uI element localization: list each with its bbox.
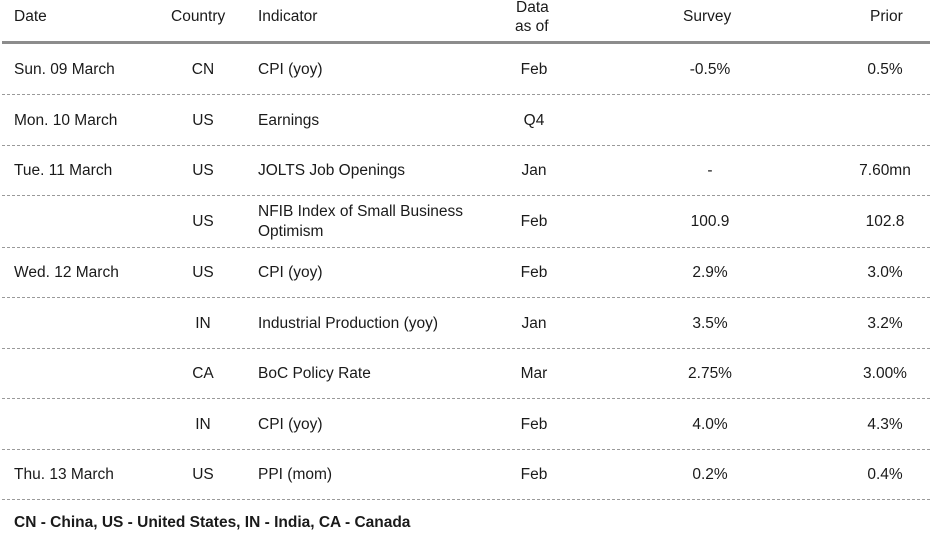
header-asof-line1: Data <box>516 0 549 16</box>
row-asof: Jan <box>521 162 547 179</box>
row-separator <box>2 297 930 298</box>
row-indicator: NFIB Index of Small Business Optimism <box>258 203 464 240</box>
table-row: IN Industrial Production (yoy) Jan 3.5% 3.2% <box>0 298 932 349</box>
row-indicator: PPI (mom) <box>258 466 333 483</box>
row-survey: - <box>707 162 713 179</box>
row-separator <box>2 94 930 95</box>
table-row: Sun. 09 March CN CPI (yoy) Feb -0.5% 0.5% <box>0 44 932 95</box>
row-date: Thu. 13 March <box>14 466 114 483</box>
row-prior: 3.00% <box>863 365 907 382</box>
header-indicator: Indicator <box>258 8 318 25</box>
row-date: Sun. 09 March <box>14 61 115 78</box>
row-separator <box>2 247 930 248</box>
table-row: Mon. 10 March US Earnings Q4 <box>0 95 932 146</box>
row-indicator: CPI (yoy) <box>258 61 323 78</box>
row-indicator: CPI (yoy) <box>258 264 323 281</box>
row-separator <box>2 348 930 349</box>
header-date: Date <box>14 8 47 25</box>
header-country: Country <box>171 8 226 25</box>
row-date: Wed. 12 March <box>14 264 119 281</box>
row-separator <box>2 398 930 399</box>
row-separator <box>2 195 930 196</box>
row-survey: 0.2% <box>692 466 728 483</box>
row-survey: 100.9 <box>690 213 730 230</box>
row-prior: 3.2% <box>867 315 903 332</box>
row-prior: 102.8 <box>865 213 905 230</box>
table-row: Wed. 12 March US CPI (yoy) Feb 2.9% 3.0% <box>0 248 932 298</box>
table-row: Thu. 13 March US PPI (mom) Feb 0.2% 0.4% <box>0 450 932 500</box>
row-asof: Feb <box>520 61 548 78</box>
header-rule <box>2 41 930 44</box>
row-country: IN <box>195 315 211 332</box>
row-asof: Mar <box>520 365 548 382</box>
row-prior: 0.4% <box>867 466 903 483</box>
row-indicator: Industrial Production (yoy) <box>258 315 439 332</box>
country-legend: CN - China, US - United States, IN - Ind… <box>14 514 411 531</box>
row-country: CA <box>192 365 214 382</box>
table-row: CA BoC Policy Rate Mar 2.75% 3.00% <box>0 349 932 399</box>
row-indicator: BoC Policy Rate <box>258 365 371 382</box>
row-country: US <box>192 213 214 230</box>
row-prior: 3.0% <box>867 264 903 281</box>
table-header: Date Country Indicator Data as of Survey… <box>0 0 932 44</box>
row-date: Mon. 10 March <box>14 112 118 129</box>
row-prior: 7.60mn <box>859 162 911 179</box>
row-country: IN <box>195 416 211 433</box>
row-prior: 4.3% <box>867 416 903 433</box>
table-row: Tue. 11 March US JOLTS Job Openings Jan - 7.6… <box>0 146 932 196</box>
row-survey: 4.0% <box>692 416 728 433</box>
row-country: US <box>192 112 214 129</box>
row-country: CN <box>191 61 215 78</box>
row-prior: 0.5% <box>867 61 903 78</box>
row-asof: Feb <box>520 416 548 433</box>
table-row: IN CPI (yoy) Feb 4.0% 4.3% <box>0 399 932 450</box>
row-separator <box>2 145 930 146</box>
row-indicator: CPI (yoy) <box>258 416 323 433</box>
row-separator <box>2 499 930 500</box>
row-survey: 2.75% <box>688 365 732 382</box>
row-asof: Feb <box>520 466 548 483</box>
header-survey: Survey <box>683 8 732 25</box>
row-indicator: JOLTS Job Openings <box>258 162 406 179</box>
header-prior: Prior <box>870 8 903 25</box>
row-asof: Jan <box>521 315 547 332</box>
row-asof: Q4 <box>523 112 545 129</box>
row-country: US <box>192 264 214 281</box>
row-indicator: Earnings <box>258 112 320 129</box>
row-country: US <box>192 162 214 179</box>
row-separator <box>2 449 930 450</box>
row-asof: Feb <box>520 213 548 230</box>
row-date: Tue. 11 March <box>14 162 113 179</box>
row-survey: -0.5% <box>689 61 731 78</box>
header-asof-line2: as of <box>515 18 549 35</box>
row-asof: Feb <box>520 264 548 281</box>
row-country: US <box>192 466 214 483</box>
table-row: US NFIB Index of Small Business Optimism F… <box>0 196 932 248</box>
row-survey: 3.5% <box>692 315 728 332</box>
row-survey: 2.9% <box>692 264 728 281</box>
